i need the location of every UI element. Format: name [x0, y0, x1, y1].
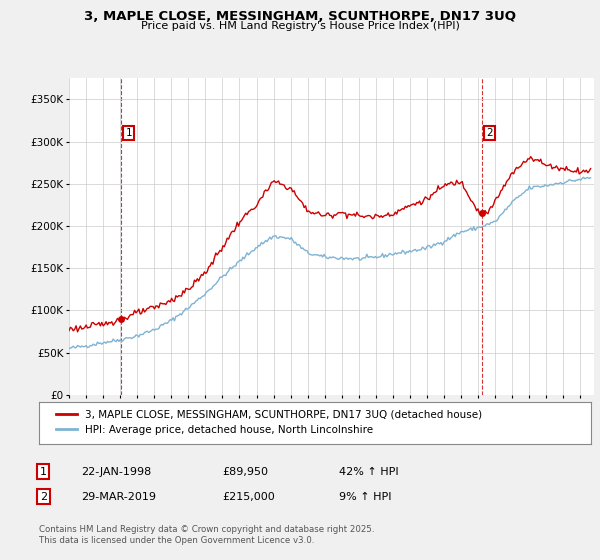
Text: £89,950: £89,950 [222, 466, 268, 477]
Text: £215,000: £215,000 [222, 492, 275, 502]
Text: 22-JAN-1998: 22-JAN-1998 [81, 466, 151, 477]
Text: 2: 2 [487, 128, 493, 138]
Text: 9% ↑ HPI: 9% ↑ HPI [339, 492, 391, 502]
Text: 1: 1 [40, 466, 47, 477]
Text: 42% ↑ HPI: 42% ↑ HPI [339, 466, 398, 477]
Text: 2: 2 [40, 492, 47, 502]
Text: 29-MAR-2019: 29-MAR-2019 [81, 492, 156, 502]
Text: 1: 1 [125, 128, 132, 138]
Legend: 3, MAPLE CLOSE, MESSINGHAM, SCUNTHORPE, DN17 3UQ (detached house), HPI: Average : 3, MAPLE CLOSE, MESSINGHAM, SCUNTHORPE, … [50, 404, 488, 441]
Text: 3, MAPLE CLOSE, MESSINGHAM, SCUNTHORPE, DN17 3UQ: 3, MAPLE CLOSE, MESSINGHAM, SCUNTHORPE, … [84, 10, 516, 23]
Text: Contains HM Land Registry data © Crown copyright and database right 2025.
This d: Contains HM Land Registry data © Crown c… [39, 525, 374, 545]
Text: Price paid vs. HM Land Registry's House Price Index (HPI): Price paid vs. HM Land Registry's House … [140, 21, 460, 31]
